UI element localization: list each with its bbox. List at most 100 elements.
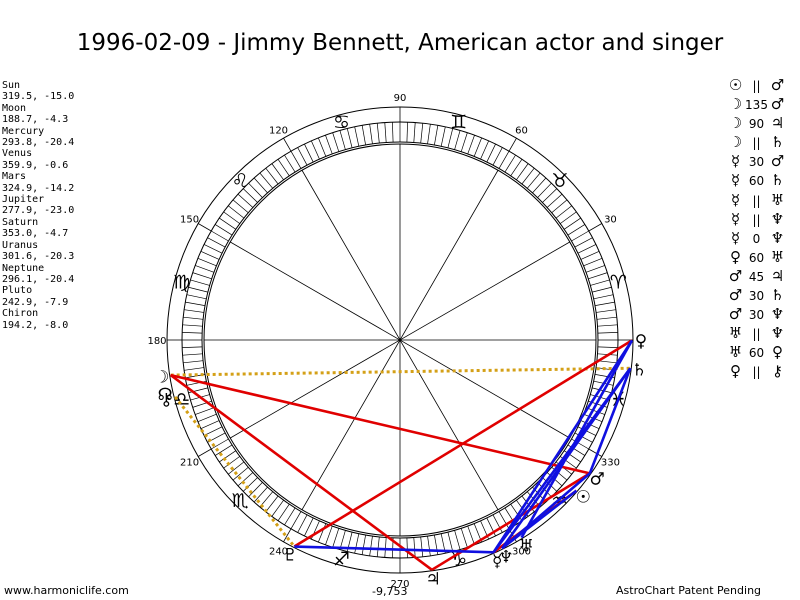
aspect-line — [293, 339, 633, 548]
zodiac-taurus-icon: ♉ — [551, 170, 568, 192]
degree-label: 180 — [147, 336, 166, 347]
degree-tick — [597, 332, 618, 334]
degree-tick — [467, 135, 475, 155]
degree-label: 30 — [604, 215, 617, 226]
zodiac-gemini-icon: ♊ — [450, 112, 467, 134]
degree-tick — [361, 534, 366, 555]
aspect-planet-a: ☉ — [728, 76, 743, 94]
chart-title: 1996-02-09 - Jimmy Bennett, American act… — [76, 30, 724, 56]
aspect-planet-a: ☿ — [730, 209, 741, 228]
degree-tick — [454, 130, 461, 150]
zodiac-sagittarius-icon: ♐ — [333, 548, 350, 570]
aspect-line — [588, 367, 632, 474]
aspect-planet-a: ☿ — [730, 190, 741, 209]
degree-tick — [284, 507, 296, 526]
planet-name-sun: Sun — [2, 80, 21, 91]
degree-label: 90 — [394, 93, 407, 104]
degree-tick — [590, 279, 610, 286]
degree-tick — [594, 301, 615, 306]
degree-tick — [232, 199, 249, 213]
degree-tick — [420, 123, 424, 144]
degree-tick — [271, 499, 284, 517]
aspect-planet-b: ♄ — [770, 133, 785, 152]
degree-tick — [597, 324, 618, 327]
aspect-planet-b: ♄ — [770, 171, 785, 190]
aspect-planet-a: ☿ — [730, 228, 741, 247]
degree-tick — [184, 367, 204, 371]
degree-tick — [318, 137, 327, 157]
aspect-angle: 30 — [748, 308, 765, 323]
degree-tick — [200, 420, 220, 429]
degree-tick — [447, 532, 454, 552]
degree-tick — [406, 537, 408, 558]
degree-label: 270 — [390, 579, 409, 590]
degree-tick — [504, 154, 516, 173]
zodiac-capricorn-icon: ♑ — [450, 548, 467, 570]
degree-label: 210 — [180, 458, 199, 469]
degree-tick — [318, 523, 327, 543]
degree-label: 240 — [269, 546, 288, 557]
aspect-planet-a: ♀ — [730, 247, 741, 266]
aspect-row: ♂ 45 ♃ — [728, 267, 785, 286]
degree-tick — [200, 251, 220, 260]
aspect-angle: 60 — [748, 174, 765, 189]
degree-tick — [325, 135, 333, 155]
aspect-angle: 30 — [748, 289, 765, 304]
degree-tick — [585, 265, 605, 273]
degree-tick — [592, 286, 612, 293]
aspect-planet-a: ♂ — [728, 305, 743, 324]
planet-name-moon: Moon — [2, 102, 27, 114]
aspect-planet-a: ♀ — [730, 362, 741, 381]
sign-boundary — [198, 223, 212, 232]
aspect-planet-b: ♆ — [770, 228, 785, 247]
planet-name-venus: Venus — [2, 148, 33, 160]
degree-tick — [480, 140, 489, 160]
degree-tick — [588, 272, 608, 280]
planet-coords-uranus: 301.6, -20.3 — [2, 251, 75, 263]
sign-boundary — [588, 223, 602, 232]
aspect-planet-b: ♆ — [770, 324, 785, 343]
degree-tick — [473, 137, 482, 157]
aspect-row: ♅ || ♆ — [728, 324, 785, 343]
planet-name-chiron: Chiron — [2, 308, 39, 320]
degree-tick — [265, 167, 279, 185]
aspect-angle: 0 — [752, 231, 761, 246]
aspect-line — [501, 367, 632, 550]
degree-tick — [498, 151, 510, 169]
degree-tick — [440, 126, 446, 147]
degree-tick — [392, 122, 394, 143]
degree-tick — [186, 294, 207, 300]
degree-tick — [460, 528, 468, 548]
degree-tick — [406, 122, 408, 143]
aspect-line — [492, 339, 634, 553]
degree-tick — [195, 265, 215, 273]
degree-tick — [325, 525, 333, 545]
degree-tick — [532, 177, 547, 194]
aspect-row: ♅ 60 ♀ — [728, 343, 785, 362]
degree-tick — [467, 525, 475, 545]
degree-tick — [211, 230, 229, 242]
degree-tick — [297, 514, 308, 533]
aspect-row: ☿ || ♆ — [728, 210, 785, 229]
planet-name-mars: Mars — [2, 171, 27, 183]
degree-tick — [185, 301, 206, 306]
aspect-planet-b: ♃ — [770, 114, 785, 133]
degree-tick — [304, 143, 314, 163]
degree-tick — [332, 132, 340, 152]
planet-jupiter-icon: ♃ — [425, 570, 440, 590]
degree-tick — [376, 536, 380, 557]
degree-tick — [211, 438, 229, 450]
degree-tick — [542, 477, 558, 492]
degree-tick — [195, 407, 215, 415]
aspect-line — [169, 374, 433, 571]
aspect-line — [501, 489, 578, 550]
footer-website[interactable]: www.harmoniclife.com — [4, 584, 129, 597]
planet-mars-icon: ♂ — [590, 470, 605, 490]
sign-boundary — [283, 138, 292, 152]
planet-neptune-icon: ♆ — [498, 547, 513, 567]
degree-tick — [207, 237, 226, 248]
degree-tick — [354, 533, 360, 554]
degree-tick — [227, 461, 245, 475]
planet-coords-saturn: 353.0, -4.7 — [2, 228, 69, 240]
